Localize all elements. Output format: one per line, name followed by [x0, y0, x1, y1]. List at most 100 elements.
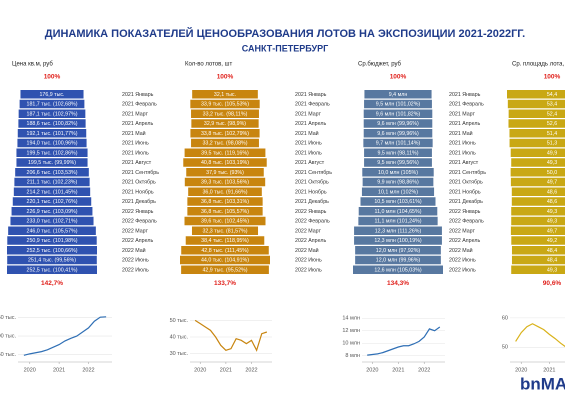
month-label: 2021 Ноябрь — [449, 189, 481, 195]
month-label: 2022 Февраль — [122, 219, 157, 225]
month-label: 2021 Май — [295, 130, 319, 137]
bar — [18, 109, 86, 118]
bar — [187, 197, 263, 206]
bar — [190, 99, 260, 109]
end-percent: 142,7% — [41, 280, 63, 287]
bar-label: 9,6 млн (101,82%) — [376, 111, 421, 117]
bar-label: 33,8 тыс. (102,79%) — [201, 131, 249, 137]
bar-label: 9,4 млн — [389, 92, 408, 98]
x-tick-label: 2021 — [53, 367, 65, 373]
bar-label: 211,1 тыс. (102,23%) — [27, 180, 78, 186]
bar — [186, 168, 264, 177]
month-label: 2021 Август — [122, 160, 152, 166]
bar — [358, 216, 438, 226]
bar-label: 252,5 тыс. (100,41%) — [27, 267, 78, 273]
bar — [507, 99, 565, 109]
bar-label: 251,4 тыс. (99,56%) — [28, 258, 76, 264]
bar — [191, 119, 259, 128]
bar — [511, 207, 565, 216]
bar-label: 48,4 — [547, 248, 557, 254]
bar — [354, 226, 442, 235]
bar — [16, 158, 88, 167]
month-label: 2021 Сентябрь — [295, 170, 332, 176]
month-label: 2022 Январь — [295, 209, 327, 215]
month-label: 2021 Август — [449, 160, 479, 166]
month-label: 2021 Июль — [449, 150, 476, 156]
month-label: 2021 Март — [295, 111, 322, 117]
bar — [364, 90, 432, 99]
bar-label: 48,4 — [547, 258, 557, 264]
month-label: 2021 Апрель — [295, 121, 326, 127]
bar-label: 187,1 тыс. (102,97%) — [27, 111, 78, 117]
month-label: 2022 Март — [295, 228, 322, 234]
month-label: 2022 Май — [295, 247, 319, 254]
month-label: 2022 Апрель — [449, 238, 480, 244]
bar — [511, 158, 565, 167]
bar-label: 54,4 — [547, 92, 557, 98]
bar-label: 33,2 тыс. (98,11%) — [203, 111, 248, 117]
line — [23, 316, 107, 356]
bar-label: 246,0 тыс. (105,57%) — [27, 228, 78, 234]
line — [194, 319, 268, 352]
bar — [183, 158, 267, 167]
bar-label: 52,6 — [547, 121, 557, 127]
bar-label: 12,0 млн (97,92%) — [376, 248, 421, 254]
bar-label: 49,3 — [547, 160, 557, 166]
bar — [511, 265, 565, 274]
bar-label: 32,3 тыс. (81,57%) — [202, 228, 247, 234]
month-label: 2021 Март — [122, 111, 149, 117]
bar-label: 9,5 млн (101,02%) — [376, 102, 421, 108]
bar-label: 49,3 — [547, 267, 557, 273]
bar-label: 49,9 — [547, 150, 557, 156]
month-label: 2021 Август — [295, 160, 325, 166]
start-percent: 100% — [217, 74, 234, 81]
bar — [181, 246, 269, 255]
bar — [190, 129, 260, 138]
bar — [192, 90, 258, 99]
bar-label: 49,3 — [547, 219, 557, 225]
bar-label: 9,5 млн (98,11%) — [377, 150, 418, 156]
bar — [511, 187, 565, 196]
x-tick-label: 2022 — [245, 367, 257, 373]
y-tick-label: 40 тыс. — [170, 334, 189, 340]
bar — [511, 216, 565, 226]
bar — [19, 99, 85, 109]
bar — [11, 207, 93, 216]
bar-label: 49,7 — [547, 180, 557, 186]
bar-label: 250,9 тыс. (101,98%) — [27, 238, 78, 244]
bar-label: 53,4 — [547, 102, 557, 108]
x-tick-label: 2022 — [82, 367, 94, 373]
month-label: 2021 Декабрь — [122, 199, 156, 205]
bar — [8, 226, 96, 235]
bar — [507, 90, 565, 99]
start-percent: 100% — [44, 74, 61, 81]
bar — [17, 129, 87, 138]
x-tick-label: 2020 — [366, 367, 378, 373]
x-tick-label: 2020 — [24, 367, 36, 373]
bar-label: 10,5 млн (103,61%) — [374, 199, 422, 205]
bar-label: 226,9 тыс. (103,09%) — [27, 209, 78, 215]
bar-label: 199,5 тыс. (99,99%) — [28, 160, 76, 166]
x-tick-label: 2021 — [392, 367, 404, 373]
bar-label: 9,7 млн (101,14%) — [376, 141, 421, 147]
bar — [14, 177, 90, 187]
bar — [362, 168, 434, 177]
month-label: 2021 Январь — [449, 92, 481, 98]
bar — [184, 216, 266, 226]
month-label: 2021 Декабрь — [295, 199, 329, 205]
bar-label: 36,8 тыс. (105,57%) — [201, 209, 249, 215]
bar-label: 199,5 тыс. (102,86%) — [27, 150, 78, 156]
bar-label: 12,3 млн (111,26%) — [375, 228, 422, 234]
month-label: 2022 Июль — [449, 267, 476, 273]
bar-label: 48,6 — [547, 199, 557, 205]
bar — [20, 90, 84, 99]
month-label: 2022 Январь — [122, 209, 154, 215]
bar — [17, 138, 87, 148]
bar-label: 9,5 млн (99,56%) — [377, 160, 419, 166]
bar — [191, 226, 259, 235]
month-label: 2022 Апрель — [295, 238, 326, 244]
column-title: Кол-во лотов, шт — [185, 62, 232, 68]
month-label: 2022 Июнь — [449, 258, 476, 264]
month-label: 2022 Март — [449, 228, 476, 234]
